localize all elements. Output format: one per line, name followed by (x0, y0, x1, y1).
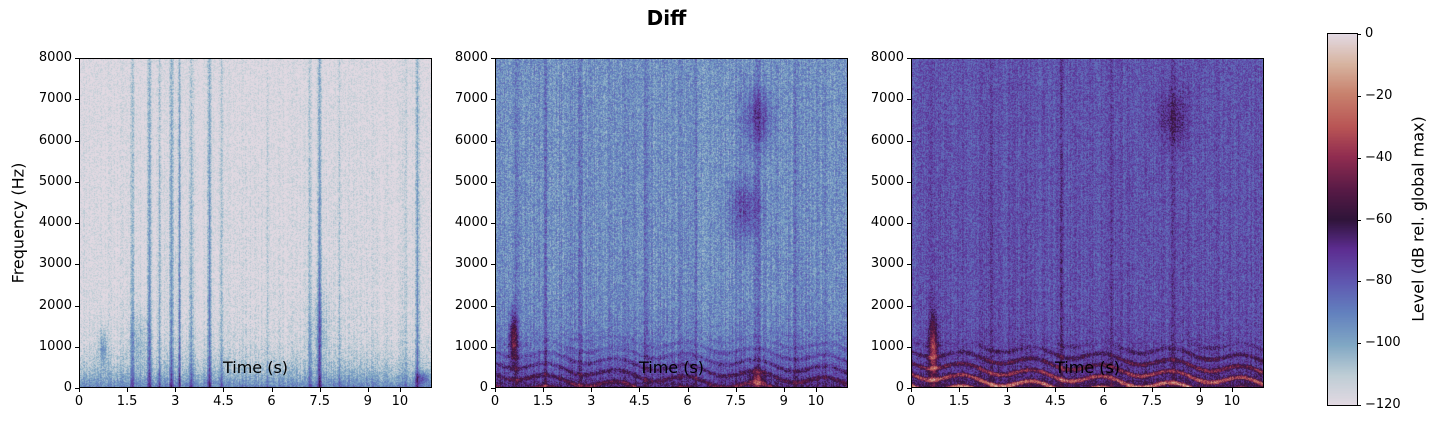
y-tick-label: 6000 (454, 132, 488, 148)
figure-title: Diff (646, 6, 687, 30)
y-tick-label: 8000 (454, 50, 488, 65)
x-axis-label-1: Time (s) (222, 358, 289, 377)
spectrogram-panel-3: 0 1000 2000 3000 4000 5000 6000 7000 8000 0 1.5 3 4.… (871, 50, 1264, 409)
colorbar-tick-label: −80 (1365, 273, 1393, 289)
y-tick-label: 3000 (454, 256, 488, 272)
x-tick-label: 6 (267, 394, 276, 409)
x-tick-label: 1.5 (116, 394, 138, 409)
x-tick-label: 7.5 (309, 394, 331, 409)
x-tick-label: 9 (1195, 394, 1204, 409)
y-tick-label: 3000 (870, 256, 904, 272)
x-tick-label: 10 (807, 394, 825, 409)
y-tick-label: 1000 (454, 338, 488, 354)
colorbar-tick-label: −20 (1365, 87, 1393, 103)
x-tick-label: 7.5 (725, 394, 747, 409)
colorbar-tick-label: 0 (1365, 26, 1374, 41)
y-tick-label: 5000 (454, 173, 488, 189)
y-tick-label: 0 (479, 380, 488, 395)
spectrogram-image-2 (495, 58, 848, 388)
x-tick-label: 0 (74, 394, 84, 409)
y-tick-label: 8000 (38, 50, 72, 65)
x-tick-label: 3 (1003, 394, 1012, 409)
x-tick-label: 3 (587, 394, 596, 409)
x-tick-label: 1.5 (948, 394, 970, 409)
y-tick-label: 7000 (38, 91, 72, 107)
y-tick-label: 4000 (870, 215, 904, 230)
y-tick-label: 4000 (454, 215, 488, 230)
x-tick-label: 9 (363, 394, 372, 409)
x-axis-label-3: Time (s) (1054, 358, 1121, 377)
x-axis-label-2: Time (s) (638, 358, 705, 377)
x-tick-label: 10 (1223, 394, 1241, 409)
colorbar-label: Level (dB rel. global max) (1408, 116, 1428, 322)
y-tick-label: 1000 (38, 338, 72, 354)
colorbar-tick-label: −120 (1365, 397, 1401, 412)
y-axis-label: Frequency (Hz) (8, 162, 28, 284)
x-tick-label: 4.5 (1045, 394, 1066, 409)
y-tick-label: 1000 (870, 338, 904, 354)
x-tick-label: 6 (1099, 394, 1108, 409)
x-tick-label: 4.5 (629, 394, 650, 409)
y-tick-label: 5000 (38, 173, 72, 189)
x-tick-label: 3 (171, 394, 180, 409)
x-tick-label: 0 (490, 394, 500, 409)
x-tick-label: 4.5 (213, 394, 234, 409)
y-tick-label: 0 (895, 380, 904, 395)
y-tick-label: 6000 (870, 132, 904, 148)
y-tick-label: 6000 (38, 132, 72, 148)
x-tick-label: 10 (391, 394, 409, 409)
spectrogram-image-3 (911, 58, 1264, 388)
colorbar-tick-label: −40 (1365, 149, 1393, 165)
spectrogram-panel-2: 0 1000 2000 3000 4000 5000 6000 7000 8000 0 1.5 3 4.… (455, 50, 848, 409)
colorbar-tick-label: −60 (1365, 211, 1393, 227)
y-tick-label: 7000 (454, 91, 488, 107)
y-tick-label: 5000 (870, 173, 904, 189)
spectrogram-panel-1: 0 1000 2000 3000 4000 5000 6000 7000 8000 0 1.5 3 4.… (39, 50, 432, 409)
y-tick-label: 2000 (870, 297, 904, 313)
colorbar-tick-label: −100 (1365, 335, 1401, 351)
colorbar-gradient (1328, 34, 1357, 405)
y-tick-label: 7000 (870, 91, 904, 107)
y-tick-label: 0 (63, 380, 72, 395)
y-tick-label: 2000 (38, 297, 72, 313)
y-tick-label: 3000 (38, 256, 72, 272)
colorbar: 0 −20 −40 −60 −80 −100 −120 (1327, 26, 1401, 412)
spectrogram-image-1 (79, 58, 432, 388)
y-tick-label: 8000 (870, 50, 904, 65)
y-tick-label: 4000 (38, 215, 72, 230)
x-tick-label: 6 (683, 394, 692, 409)
x-tick-label: 9 (779, 394, 788, 409)
x-tick-label: 0 (906, 394, 916, 409)
x-tick-label: 7.5 (1141, 394, 1163, 409)
x-tick-label: 1.5 (532, 394, 554, 409)
y-tick-label: 2000 (454, 297, 488, 313)
